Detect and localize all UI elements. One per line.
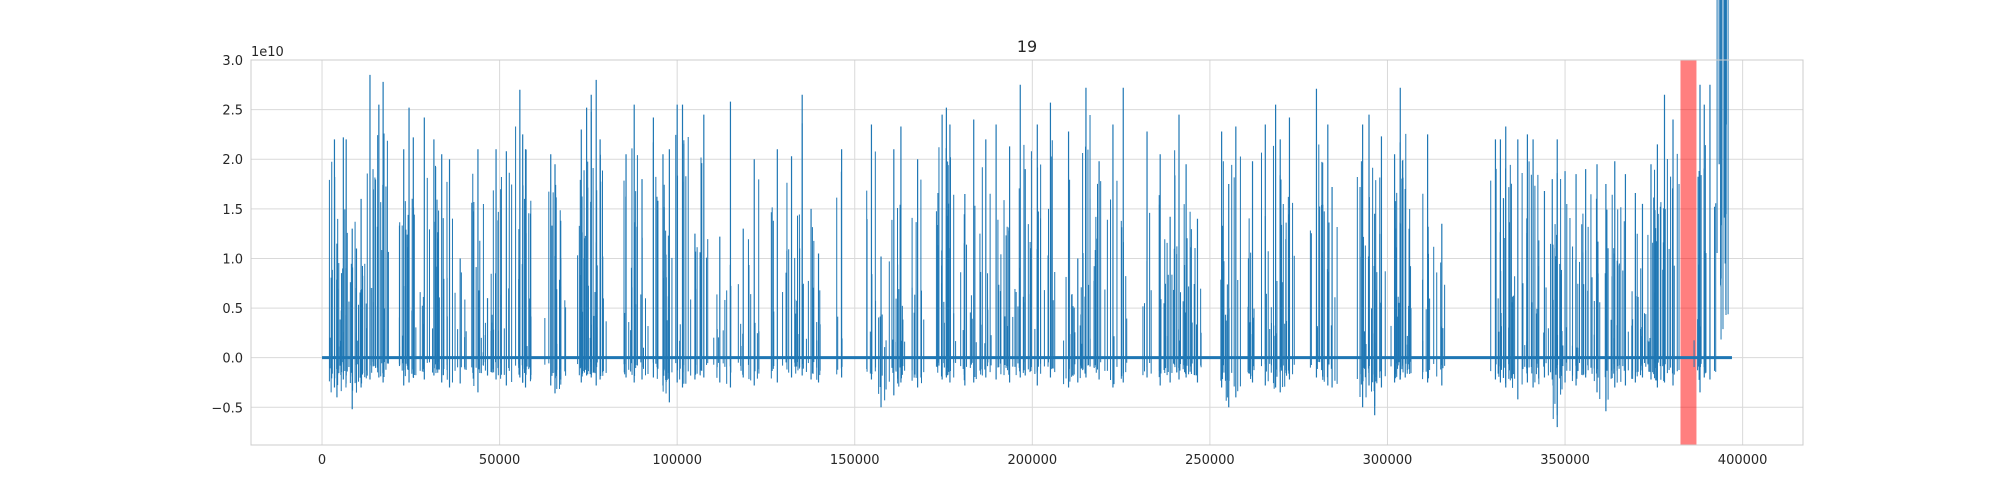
y-offset-label: 1e10 xyxy=(251,45,284,60)
y-tick-label: 0.0 xyxy=(222,352,243,367)
x-tick-label: 50000 xyxy=(479,453,520,468)
x-tick-label: 300000 xyxy=(1363,453,1413,468)
y-tick-label: 0.5 xyxy=(222,302,243,317)
x-tick-label: 100000 xyxy=(652,453,702,468)
x-tick-label: 150000 xyxy=(830,453,880,468)
y-tick-label: 1.0 xyxy=(222,252,243,267)
highlight-span xyxy=(1680,60,1697,445)
x-tick-labels: 0 50000 100000 150000 200000 250000 300000 3500… xyxy=(318,453,1768,468)
y-tick-label: 1.5 xyxy=(222,203,243,218)
y-tick-label: 2.5 xyxy=(222,104,243,119)
x-tick-label: 0 xyxy=(318,453,326,468)
y-tick-label: −0.5 xyxy=(211,401,243,416)
chart-title: 19 xyxy=(1017,37,1037,56)
y-tick-labels: −0.5 0.0 0.5 1.0 1.5 2.0 2.5 3.0 xyxy=(211,54,243,416)
highlight-layer xyxy=(1680,60,1697,445)
x-tick-label: 400000 xyxy=(1718,453,1768,468)
x-tick-label: 350000 xyxy=(1540,453,1590,468)
y-tick-label: 3.0 xyxy=(222,54,243,69)
plot-frame xyxy=(250,59,1804,446)
x-tick-label: 250000 xyxy=(1185,453,1235,468)
y-tick-label: 2.0 xyxy=(222,153,243,168)
series-layer xyxy=(322,0,1732,428)
series-spikes xyxy=(328,0,1729,428)
axes xyxy=(250,59,1804,446)
x-tick-label: 200000 xyxy=(1008,453,1058,468)
